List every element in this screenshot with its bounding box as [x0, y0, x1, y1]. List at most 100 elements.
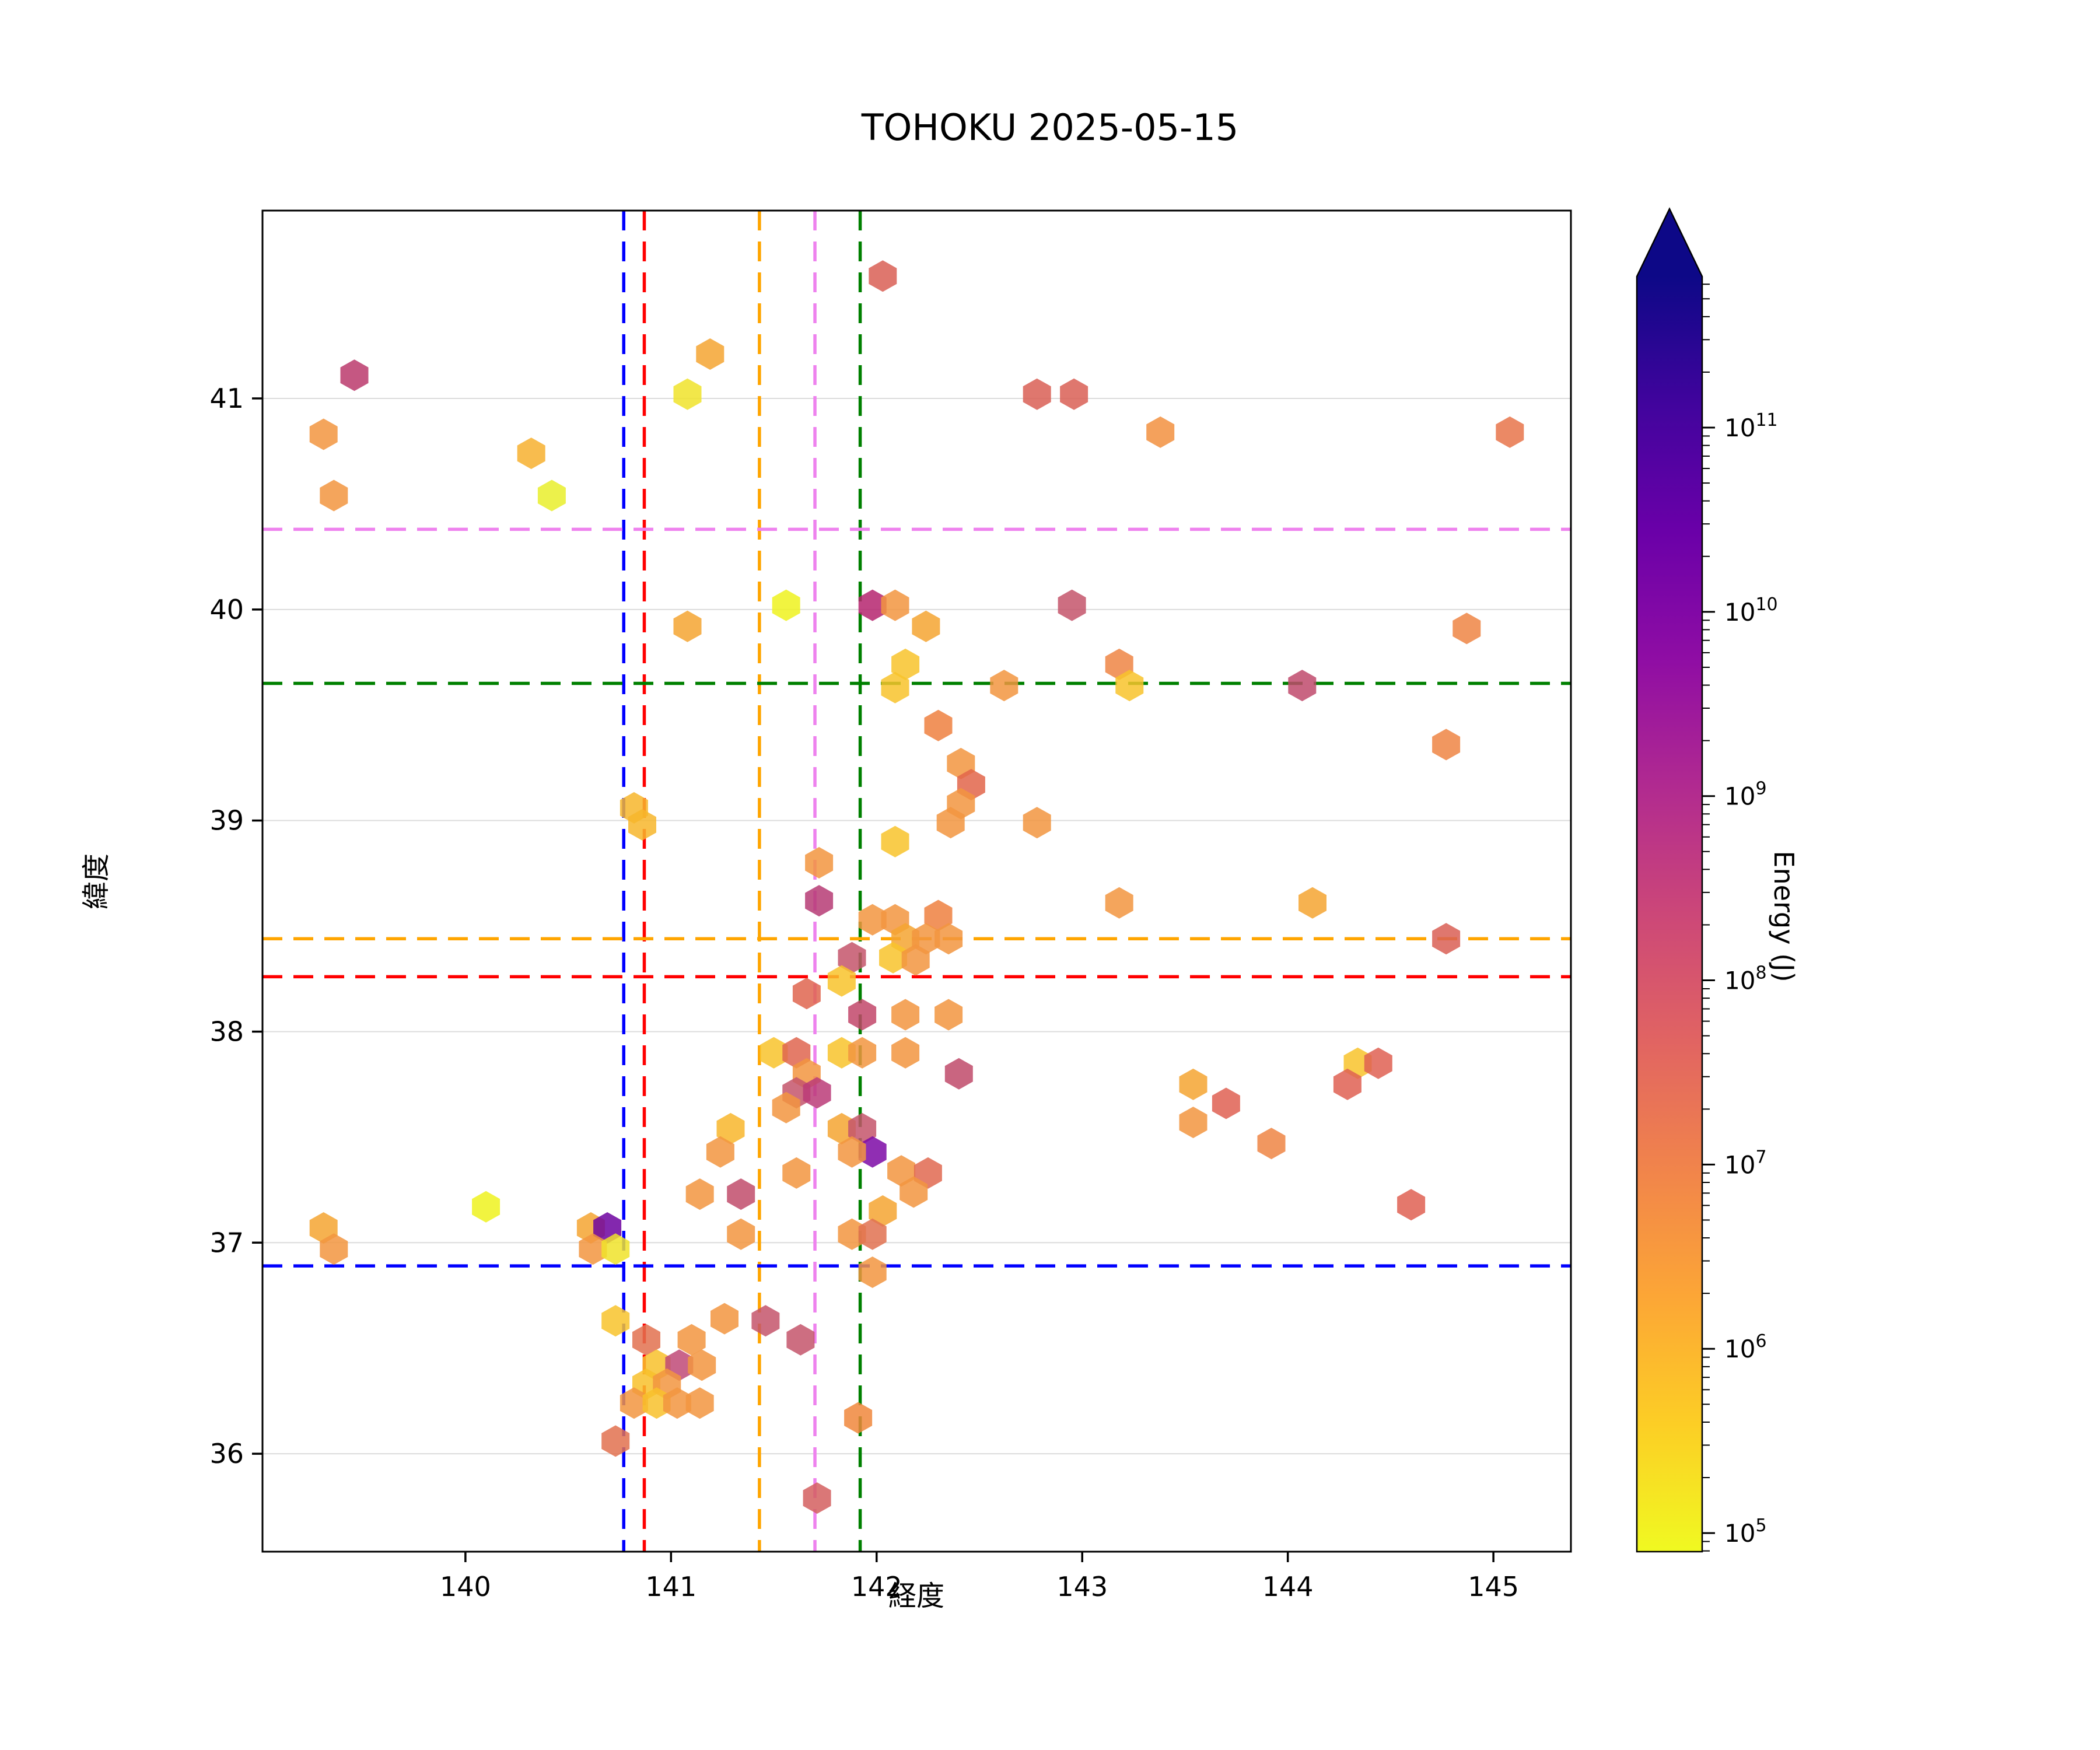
hexbin-point [803, 1482, 831, 1514]
hexbin-point [760, 1037, 788, 1069]
hexbin-point [1333, 1068, 1362, 1100]
hexbin-point [838, 1136, 866, 1168]
hexbin-point [990, 670, 1019, 702]
hexbin-point [935, 999, 963, 1031]
hexbin-point [1212, 1087, 1240, 1119]
hexbin-point [517, 438, 545, 470]
y-tick-label: 36 [209, 1438, 244, 1469]
hexbin-point [858, 904, 887, 936]
hexbin-point [1023, 378, 1051, 410]
hexbin-point [710, 1303, 738, 1335]
hexbin-point [869, 260, 897, 292]
hexbin-point [869, 1195, 897, 1227]
colorbar-tick-label: 105 [1724, 1516, 1767, 1548]
colorbar-tick-label: 107 [1724, 1147, 1767, 1179]
hexbin-point [751, 1305, 780, 1337]
page-title: TOHOKU 2025-05-15 [861, 106, 1239, 149]
colorbar-label: Energy (J) [1768, 850, 1800, 982]
hexbin-point [628, 808, 656, 841]
hexbin-point [673, 610, 702, 642]
hexbin-point [1452, 612, 1481, 645]
hexbin-point [340, 359, 369, 391]
hexbin-point [727, 1178, 755, 1210]
hexbin-point [848, 1037, 877, 1069]
x-tick-label: 144 [1262, 1571, 1314, 1602]
hexbin-point [881, 589, 909, 621]
hexbin-point [1257, 1128, 1286, 1160]
gridlines [262, 398, 1571, 1455]
hexbin-point [601, 1233, 630, 1265]
hexbin-point [1115, 670, 1144, 702]
hexbin-point [601, 1425, 630, 1457]
hexbin-point [924, 900, 953, 932]
y-tick-label: 39 [209, 805, 244, 836]
hexbin-point [858, 589, 887, 621]
x-tick-label: 140 [440, 1571, 491, 1602]
hexbin-point [706, 1136, 734, 1168]
hexbin-point [1179, 1068, 1208, 1100]
colorbar-tick-label: 1010 [1724, 594, 1778, 626]
x-tick-label: 143 [1056, 1571, 1108, 1602]
y-tick-label: 41 [209, 383, 244, 414]
y-tick-label: 38 [209, 1016, 244, 1047]
hexbin-point [805, 885, 834, 917]
hexbin-point [696, 338, 724, 370]
hexbin-point [881, 825, 909, 858]
hexbin-point [688, 1349, 716, 1381]
hexbin-point [912, 610, 940, 642]
hexbin-point [1023, 807, 1051, 839]
hexbin-point [685, 1387, 714, 1419]
hexbin-point [858, 1256, 887, 1288]
hexbin-point [786, 1324, 815, 1356]
hexbin-point [792, 978, 821, 1010]
hexbin-point [848, 1112, 877, 1144]
hexbin-point [782, 1157, 811, 1189]
hexbin-point [632, 1324, 660, 1356]
hexbin-point [1432, 923, 1461, 955]
hexbin-point [772, 1091, 800, 1124]
hexbin-point [1058, 589, 1086, 621]
hexbin-point [309, 418, 338, 450]
hexbin-point [900, 1176, 928, 1208]
hexbin-point [805, 847, 834, 878]
hexbin-point [1146, 416, 1175, 448]
hexbin-point [891, 648, 920, 680]
hexbin-point [537, 480, 566, 512]
hexbin-point [1298, 887, 1326, 919]
y-tick-label: 40 [209, 594, 244, 625]
hexbin-point [663, 1387, 691, 1419]
y-axis-label: 緯度 [80, 853, 113, 910]
plot-frame [261, 209, 1572, 1553]
hexbin-point [891, 1037, 920, 1069]
colorbar-tick-label: 109 [1724, 779, 1767, 811]
hexbin-point [944, 1058, 973, 1090]
x-tick-label: 141 [645, 1571, 696, 1602]
hexbin-point [891, 999, 920, 1031]
hexbin-point [881, 671, 909, 704]
hexbin-point [1397, 1189, 1426, 1221]
hexbin-point [1105, 887, 1133, 919]
hexbin-point [1060, 378, 1088, 410]
x-axis-label: 経度 [888, 1580, 944, 1612]
hexbin-point [827, 965, 856, 997]
hexbin-point [924, 709, 953, 741]
colorbar-bar [1636, 207, 1703, 1553]
hexbin-point [838, 942, 866, 974]
colorbar-tick-label: 108 [1724, 963, 1767, 995]
colorbar-tick-label: 106 [1724, 1331, 1767, 1363]
hexbin-point [716, 1112, 745, 1144]
x-tick-label: 145 [1468, 1571, 1519, 1602]
hexbin-point [673, 378, 702, 410]
hexbin-point [1496, 416, 1524, 448]
hexbin-point [879, 942, 907, 974]
hexbin-points [309, 260, 1524, 1514]
hexbin-point [320, 1233, 348, 1265]
hexbin-point [936, 807, 965, 839]
hexbin-point [320, 480, 348, 512]
hexbin-point [727, 1218, 755, 1250]
hexbin-point [901, 944, 930, 976]
reference-lines [262, 211, 1571, 1552]
hexbin-point [579, 1233, 607, 1265]
hexbin-point [858, 1218, 887, 1250]
